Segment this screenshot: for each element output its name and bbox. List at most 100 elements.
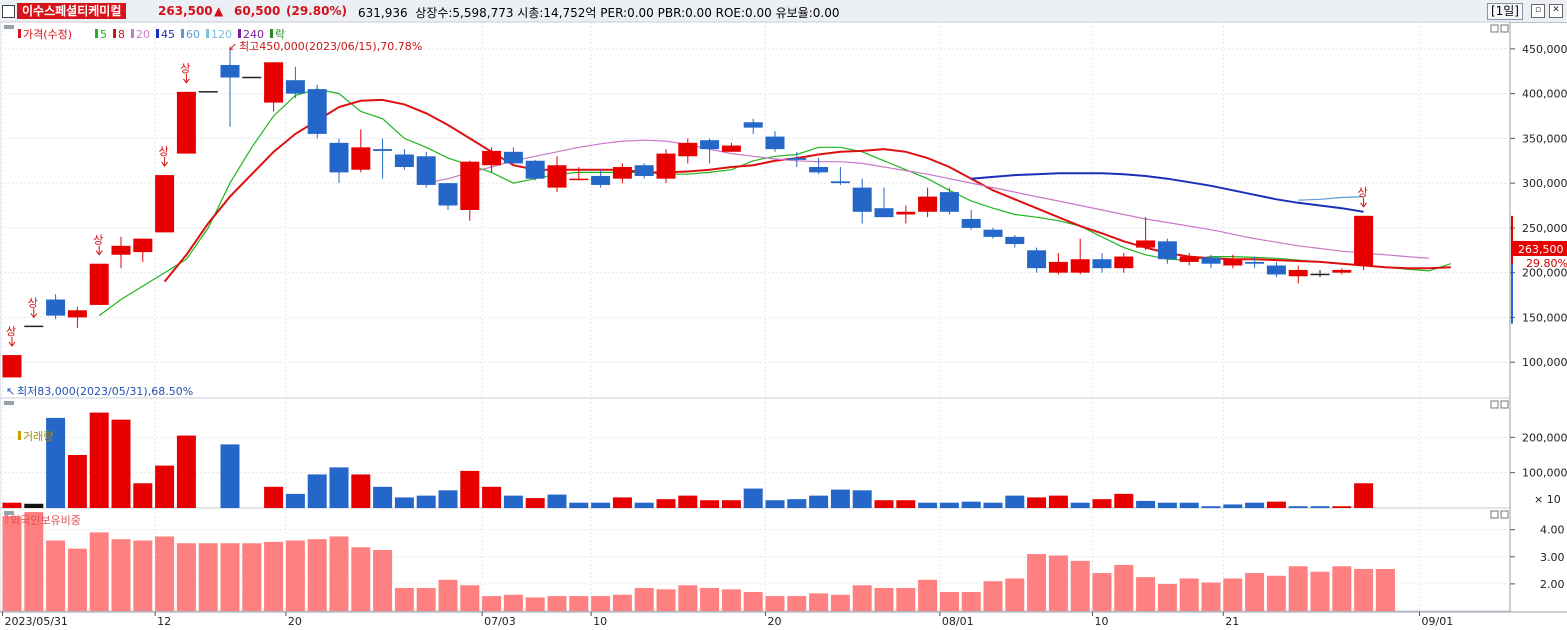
volume-bar: [1092, 499, 1112, 508]
x-tick-label: 07/03: [484, 615, 516, 628]
legend-swatch: [206, 29, 209, 38]
foreign-bar: [373, 550, 393, 611]
limit-up-label: 상: [28, 296, 38, 309]
restore-icon[interactable]: ▫: [1531, 4, 1545, 18]
volume-bar: [787, 499, 807, 508]
x-tick-label: 12: [157, 615, 171, 628]
limit-up-arrow-head: [161, 161, 168, 167]
volume-bar: [460, 470, 480, 508]
foreign-tick-label: 2.00: [1540, 578, 1565, 591]
select-checkbox[interactable]: [2, 5, 15, 18]
candle: [1092, 252, 1112, 273]
foreign-bar: [24, 512, 44, 611]
candle: [634, 163, 654, 179]
price-change-percent: (29.80%): [286, 4, 347, 18]
foreign-bar: [809, 593, 829, 611]
limit-up-arrow-head: [95, 250, 103, 256]
close-icon[interactable]: ✕: [1549, 4, 1563, 18]
volume-bar: [656, 499, 676, 508]
foreign-bar: [1201, 582, 1221, 611]
x-tick-label: 20: [288, 615, 302, 628]
stock-name[interactable]: 이수스페셜티케미컬: [17, 3, 127, 19]
low-annotation: ↖ 최저83,000(2023/05/31),68.50%: [6, 385, 193, 398]
candle: [351, 129, 371, 173]
volume-bars: [2, 412, 1374, 508]
volume-bar: [525, 498, 545, 508]
legend-item: 45: [161, 28, 175, 41]
candle: [961, 210, 981, 230]
volume-bar: [416, 495, 436, 508]
panel-handles[interactable]: [4, 24, 1509, 519]
foreign-bar: [220, 543, 240, 611]
volume-bar: [809, 495, 829, 508]
volume-legend-label: 거래량: [23, 430, 53, 443]
foreign-bar: [721, 589, 741, 611]
legend-item: 240: [243, 28, 264, 41]
volume-bar: [264, 486, 284, 508]
candle: [1027, 247, 1047, 273]
volume-bar: [634, 502, 654, 508]
foreign-bar: [634, 587, 654, 611]
foreign-bar: [1354, 568, 1374, 611]
candle-body: [2, 355, 22, 378]
volume-bar: [678, 495, 698, 508]
foreign-bar: [961, 592, 981, 611]
candle-body: [721, 145, 741, 152]
candle-body: [220, 64, 240, 78]
foreign-bar: [787, 596, 807, 611]
foreign-bar: [1245, 573, 1265, 611]
candle-body: [525, 160, 545, 179]
candle-body: [307, 89, 327, 134]
candle-body: [460, 161, 480, 210]
candle: [264, 62, 284, 112]
volume-bar: [1005, 495, 1025, 508]
candle-body: [67, 310, 87, 318]
volume-bar: [2, 502, 22, 508]
candle: [1201, 254, 1221, 269]
foreign-bar: [1223, 578, 1243, 611]
legend-swatch: [156, 29, 159, 38]
period-selector[interactable]: [1일]: [1486, 3, 1523, 20]
candle-body: [394, 154, 414, 168]
volume-bar: [1288, 506, 1308, 508]
foreign-bar: [416, 587, 436, 611]
candle: [67, 306, 87, 329]
volume-bar: [939, 502, 959, 508]
foreign-bar: [1266, 575, 1286, 611]
foreign-bar: [700, 587, 720, 611]
candle-body: [634, 165, 654, 176]
candle-body: [1070, 259, 1090, 273]
volume-bar: [852, 490, 872, 508]
limit-up-label: 상: [180, 62, 190, 75]
volume-bar: [394, 497, 414, 508]
candle: [416, 151, 436, 188]
volume-bar: [765, 500, 785, 508]
candle: 상: [24, 296, 44, 328]
candle: [874, 187, 894, 218]
foreign-tick-label: 3.00: [1540, 551, 1565, 564]
volume-bar: [482, 486, 502, 508]
candle-body: [569, 178, 589, 181]
candle: [1070, 238, 1090, 275]
candle: [242, 76, 262, 79]
x-tick-label: 08/01: [942, 615, 974, 628]
foreign-bar: [264, 541, 284, 611]
volume-bar: [918, 502, 938, 508]
candle-body: [1354, 215, 1374, 266]
price-tick-label: 150,000: [1522, 311, 1567, 324]
foreign-bar: [111, 539, 131, 611]
volume-bar: [830, 489, 850, 508]
candle-body: [1266, 265, 1286, 275]
candle: [373, 138, 393, 179]
candle: 상: [176, 62, 196, 154]
volume-bar: [329, 467, 349, 508]
volume-bar: [1354, 483, 1374, 508]
candle-body: [1048, 261, 1068, 273]
foreign-bar: [351, 547, 371, 611]
candle-body: [1310, 273, 1330, 276]
legend-item: 120: [211, 28, 232, 41]
high-annotation: ↙ 최고450,000(2023/06/15),70.78%: [228, 40, 422, 53]
candle-body: [1179, 256, 1199, 262]
candle-body: [482, 150, 502, 166]
